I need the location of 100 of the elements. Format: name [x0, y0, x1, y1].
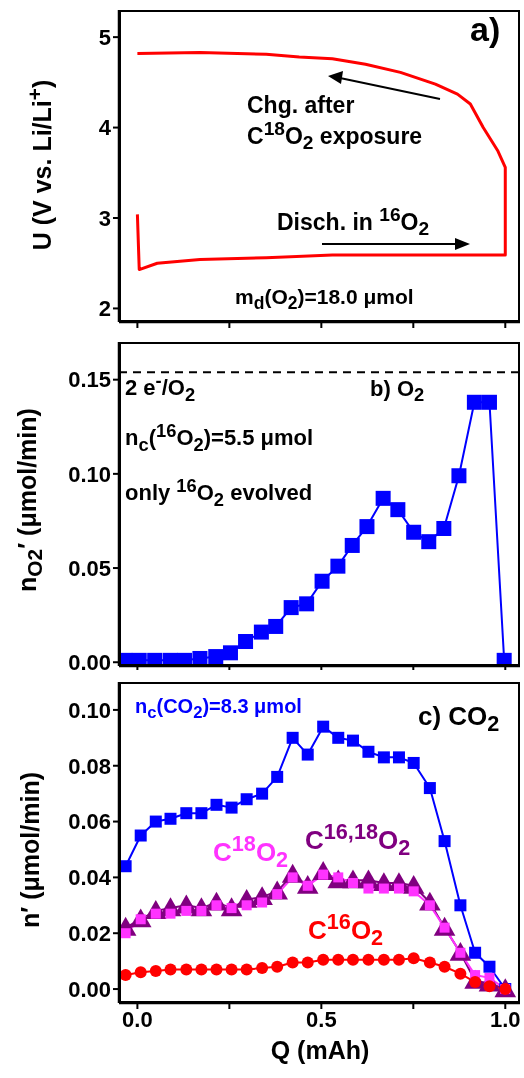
point: [406, 524, 422, 540]
point: [134, 966, 147, 979]
point: [362, 953, 375, 966]
point: [317, 953, 330, 966]
point: [225, 963, 238, 976]
point: [483, 960, 496, 973]
point: [225, 801, 238, 814]
point: [164, 812, 177, 825]
point: [466, 394, 482, 410]
point: [377, 751, 390, 764]
point: [195, 963, 208, 976]
point: [392, 953, 405, 966]
point: [407, 756, 420, 769]
ref-line-label: 2 e$^{-}$/O$_{2}$: [125, 370, 196, 405]
point: [362, 745, 375, 758]
annotation: c) CO$_{2}$: [418, 701, 500, 738]
point: [253, 624, 269, 640]
x-tick-label: 1.0: [489, 1006, 521, 1032]
y-tick-label: 4: [98, 115, 112, 141]
point: [256, 787, 269, 800]
point: [238, 634, 254, 650]
point: [436, 520, 452, 536]
annotation: Chg. after C$^{18}$O$_{2}$ exposure: [247, 92, 423, 155]
y-tick-label: 5: [98, 24, 111, 50]
point: [240, 793, 253, 806]
point: [330, 558, 346, 574]
point: [317, 720, 330, 733]
y-tick-label: 0.10: [68, 697, 111, 723]
point: [210, 798, 223, 811]
point: [256, 962, 269, 975]
point: [393, 883, 404, 894]
point: [421, 534, 437, 550]
point: [286, 731, 299, 744]
y-tick-label: 0.00: [68, 976, 111, 1002]
point: [375, 490, 391, 506]
annotation: Disch. in $^{16}$O$_{2}$: [277, 204, 430, 241]
point: [359, 519, 375, 535]
point: [268, 618, 284, 634]
point: [408, 886, 419, 897]
annotation: only $^{16}$O$_{2}$ evolved: [125, 475, 313, 510]
point: [483, 980, 496, 993]
point: [241, 900, 252, 911]
point: [332, 731, 345, 744]
point: [180, 963, 193, 976]
point: [283, 600, 299, 616]
point: [438, 835, 451, 848]
point: [481, 394, 497, 410]
point: [344, 537, 360, 553]
series-label: C$^{18}$O$_{2}$: [213, 831, 289, 873]
point: [392, 751, 405, 764]
annotation: b) O$_{2}$: [370, 376, 425, 406]
series-label: C$^{16,18}$O$_{2}$: [305, 819, 411, 861]
point: [451, 468, 467, 484]
y-tick-label: 0.06: [68, 809, 111, 835]
point: [301, 748, 314, 761]
point: [222, 645, 238, 661]
point: [314, 573, 330, 589]
point: [210, 963, 223, 976]
y-tick-label: 0.15: [68, 367, 111, 393]
point: [164, 963, 177, 976]
y-tick-label: 0.05: [68, 555, 111, 581]
point: [208, 649, 224, 665]
x-tick-label: 0.0: [122, 1006, 153, 1032]
point: [271, 960, 284, 973]
point: [181, 905, 192, 916]
point: [165, 908, 176, 919]
point: [423, 956, 436, 969]
point: [286, 956, 299, 969]
point: [363, 883, 374, 894]
annotation: n$_{c}$($^{16}$O$_{2}$)=5.5 μmol: [125, 420, 314, 455]
point: [438, 960, 451, 973]
point: [332, 953, 345, 966]
x-tick-label: 0.5: [306, 1006, 337, 1032]
point: [257, 897, 268, 908]
point: [346, 734, 359, 747]
y-tick-label: 0.00: [68, 650, 111, 676]
point: [120, 928, 131, 939]
point: [377, 953, 390, 966]
point: [378, 883, 389, 894]
point: [454, 967, 467, 980]
point: [180, 807, 193, 820]
point: [407, 952, 420, 965]
point: [240, 963, 253, 976]
point: [423, 782, 436, 795]
y-axis-title: n′ (μmol/min): [15, 772, 45, 928]
point: [134, 829, 147, 842]
y-tick-label: 0.08: [68, 753, 111, 779]
point: [301, 956, 314, 969]
y-tick-label: 3: [98, 205, 111, 231]
annotation: n$_{c}$(CO$_{2}$)=8.3 μmol: [135, 695, 302, 723]
point: [195, 807, 208, 820]
point: [299, 596, 315, 612]
line-series: [135, 51, 507, 272]
point: [149, 815, 162, 828]
y-tick-label: 0.10: [68, 461, 111, 487]
annotation: m$_{d}$(O$_{2}$)=18.0 μmol: [235, 285, 414, 314]
point: [271, 770, 284, 783]
point: [346, 953, 359, 966]
annotation: a): [470, 10, 501, 50]
point: [149, 964, 162, 977]
